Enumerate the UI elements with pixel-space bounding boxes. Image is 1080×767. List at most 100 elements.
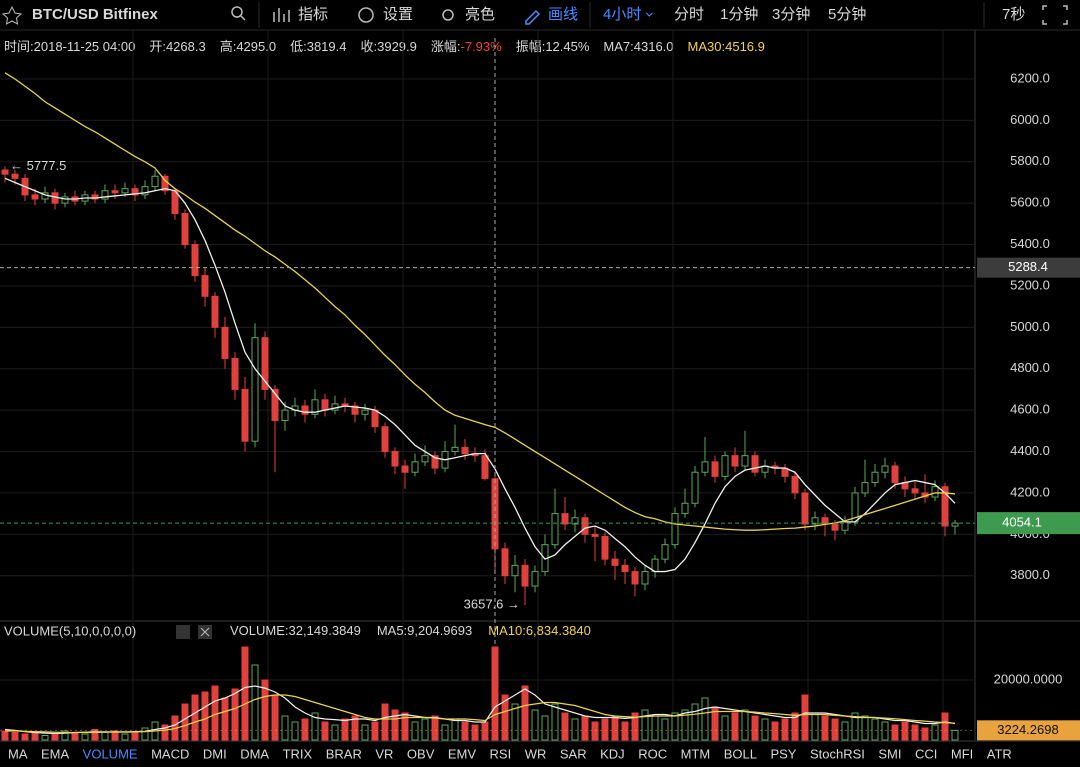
info-item: MA10:6,834.3840	[488, 623, 591, 638]
volume-bar	[21, 733, 29, 741]
candle-body	[681, 502, 689, 515]
volume-bar	[671, 712, 679, 741]
indicator-tab[interactable]: PSY	[770, 746, 796, 761]
volume-bar	[651, 715, 659, 741]
period-button[interactable]: 4小时	[603, 6, 641, 23]
info-label: 高:	[220, 39, 237, 54]
period-button[interactable]: 1分钟	[720, 6, 758, 23]
candle-body	[871, 471, 879, 484]
indicator-tab[interactable]: EMV	[448, 746, 477, 761]
candle-body	[731, 455, 739, 467]
tool-button[interactable]: 亮色	[465, 6, 495, 23]
volume-bar	[931, 724, 939, 741]
indicator-tab[interactable]: StochRSI	[810, 746, 865, 761]
light-icon	[442, 9, 454, 21]
volume-title: VOLUME(5,10,0,0,0,0)	[4, 623, 136, 638]
candle-body	[751, 455, 759, 473]
volume-bar	[501, 694, 509, 741]
indicator-tab[interactable]: EMA	[41, 746, 70, 761]
indicator-tab[interactable]: MTM	[681, 746, 711, 761]
volume-bar	[511, 703, 519, 741]
candle-body	[561, 513, 569, 525]
tool-button[interactable]: 画线	[548, 6, 578, 23]
indicator-tab[interactable]: MFI	[951, 746, 973, 761]
info-value: 2018-11-25 04:00	[34, 39, 136, 54]
last-price-label: 4054.1	[1002, 515, 1042, 530]
volume-settings-icon[interactable]	[176, 625, 190, 639]
volume-bar	[611, 715, 619, 741]
volume-bar	[381, 703, 389, 741]
info-item: 涨幅:-7.93%	[431, 39, 502, 54]
indicator-tab[interactable]: MACD	[151, 746, 189, 761]
volume-bar	[911, 724, 919, 741]
info-item: MA5:9,204.9693	[377, 623, 472, 638]
refresh-interval: 7秒	[1002, 6, 1025, 23]
volume-bar	[891, 724, 899, 741]
y-tick-label: 6200.0	[1010, 70, 1050, 85]
period-button[interactable]: 分时	[674, 6, 704, 23]
volume-bar	[131, 732, 139, 741]
volume-ma-line	[4, 685, 956, 735]
volume-bar	[121, 733, 129, 741]
y-tick-label: 20000.0000	[994, 671, 1063, 686]
volume-bar	[871, 718, 879, 741]
volume-bar	[261, 679, 269, 741]
volume-bar	[71, 732, 79, 741]
y-tick-label: 5800.0	[1010, 153, 1050, 168]
volume-bar	[741, 709, 749, 741]
volume-bar	[431, 715, 439, 741]
indicator-tab[interactable]: SAR	[560, 746, 587, 761]
candle-body	[631, 571, 639, 585]
indicator-tab[interactable]: RSI	[490, 746, 512, 761]
volume-bar	[331, 724, 339, 741]
indicator-tab[interactable]: SMI	[878, 746, 901, 761]
candle-body	[801, 492, 809, 525]
indicator-tab[interactable]: VR	[375, 746, 393, 761]
indicator-icon	[273, 8, 290, 22]
volume-bar	[291, 721, 299, 741]
indicator-tab[interactable]: VOLUME	[83, 746, 138, 761]
indicator-tab[interactable]: OBV	[407, 746, 435, 761]
info-value: 4516.9	[725, 39, 765, 54]
candle-body	[121, 188, 129, 194]
indicator-tab[interactable]: MA	[8, 746, 28, 761]
star-icon[interactable]	[1, 5, 23, 25]
indicator-tab[interactable]: BOLL	[724, 746, 757, 761]
indicator-tab[interactable]: ATR	[987, 746, 1012, 761]
volume-bar	[161, 724, 169, 741]
indicator-tab[interactable]: DMI	[203, 746, 227, 761]
candle-body	[671, 513, 679, 546]
info-label: MA30:	[688, 39, 726, 54]
period-button[interactable]: 5分钟	[828, 6, 866, 23]
candle-body	[261, 337, 269, 390]
indicator-tab[interactable]: ROC	[638, 746, 667, 761]
indicator-tab[interactable]: KDJ	[600, 746, 625, 761]
search-icon[interactable]	[231, 6, 243, 18]
volume-bar	[281, 715, 289, 741]
candle-body	[791, 475, 799, 494]
info-value: 32,149.3849	[289, 623, 361, 638]
indicator-tab[interactable]: CCI	[915, 746, 937, 761]
candle-body	[691, 471, 699, 504]
period-button[interactable]: 3分钟	[772, 6, 810, 23]
volume-bar	[111, 730, 119, 741]
fullscreen-icon[interactable]	[1042, 5, 1068, 25]
volume-bar	[551, 703, 559, 741]
candle-body	[391, 451, 399, 467]
extreme-label: ← 5777.5	[10, 158, 66, 173]
info-value: 4316.0	[634, 39, 674, 54]
volume-bar	[181, 703, 189, 741]
volume-bar	[421, 718, 429, 741]
tool-button[interactable]: 设置	[383, 6, 413, 23]
candle-body	[861, 482, 869, 494]
indicator-tab[interactable]: DMA	[240, 746, 269, 761]
volume-bar	[141, 727, 149, 741]
indicator-tab[interactable]: WR	[525, 746, 547, 761]
indicator-tab[interactable]: BRAR	[326, 746, 362, 761]
volume-bar	[341, 718, 349, 741]
volume-bar	[751, 715, 759, 741]
indicator-tab[interactable]: TRIX	[283, 746, 313, 761]
tool-button[interactable]: 指标	[298, 6, 328, 23]
candle-body	[151, 175, 159, 188]
